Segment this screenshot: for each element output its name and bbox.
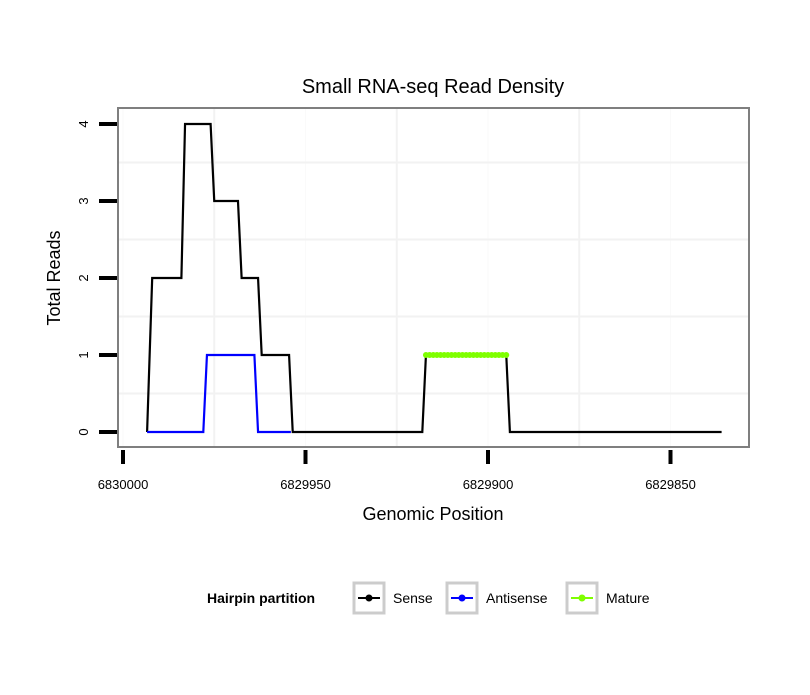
legend-label-sense: Sense: [393, 590, 433, 606]
legend-title: Hairpin partition: [207, 590, 315, 606]
legend-marker-sense: [365, 594, 373, 602]
x-tick-label: 6829950: [280, 477, 331, 492]
chart-title: Small RNA-seq Read Density: [302, 76, 564, 98]
antisense-series-line: [147, 353, 291, 434]
legend: Hairpin partition Sense Antisense Mature: [207, 581, 650, 615]
x-tick-label: 6829900: [463, 477, 514, 492]
legend-marker-antisense: [458, 594, 466, 602]
y-tick-label: 2: [76, 274, 91, 281]
legend-label-mature: Mature: [606, 590, 650, 606]
x-axis-label: Genomic Position: [362, 504, 503, 524]
legend-marker-mature: [578, 594, 586, 602]
x-tick-label: 6829850: [645, 477, 696, 492]
y-axis-label: Total Reads: [44, 230, 64, 325]
mature-point: [503, 352, 510, 358]
y-tick-label: 4: [76, 120, 91, 127]
y-tick-label: 0: [76, 428, 91, 435]
y-tick-label: 3: [76, 197, 91, 204]
y-tick-label: 1: [76, 351, 91, 358]
plot-area: [117, 107, 750, 448]
x-tick-label: 6830000: [98, 477, 149, 492]
legend-label-antisense: Antisense: [486, 590, 548, 606]
